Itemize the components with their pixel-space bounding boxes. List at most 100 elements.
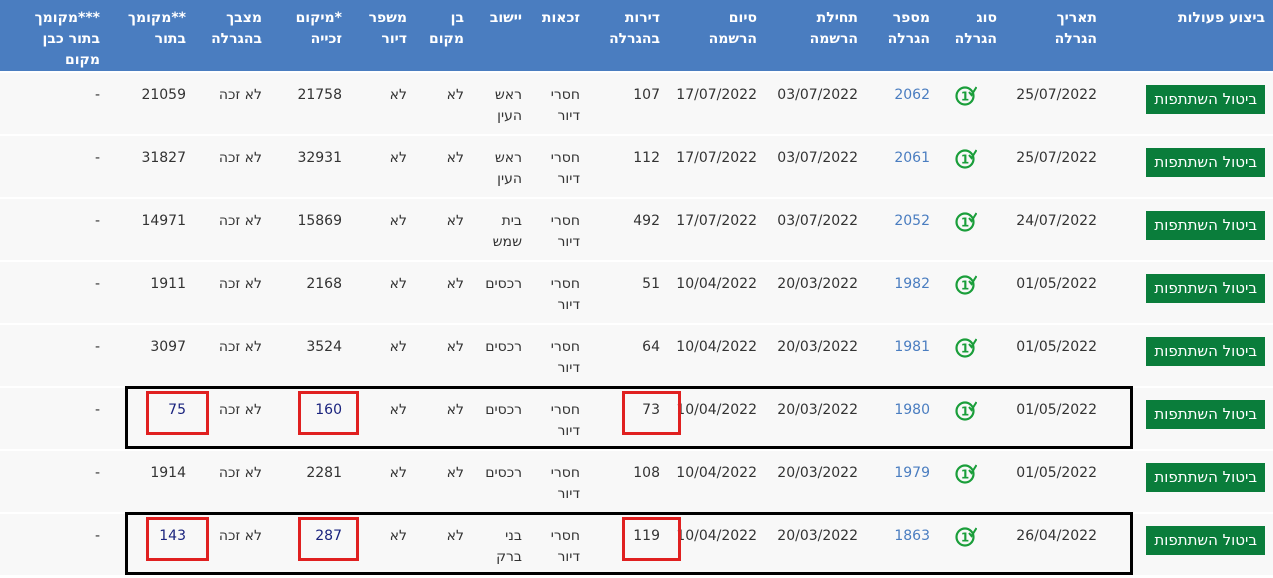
table-row: ביטול השתתפות 25/07/2022 1 2062 03/07/2022 17…	[0, 72, 1273, 136]
cell-upgrader: לא	[350, 450, 415, 514]
header-status: מצבך בהגרלה	[194, 0, 270, 73]
cancel-participation-button[interactable]: ביטול השתתפות	[1146, 274, 1265, 303]
cell-city: בני ברק	[472, 513, 530, 577]
cell-actions: ביטול השתתפות	[1105, 72, 1273, 136]
cell-actions: ביטול השתתפות	[1105, 198, 1273, 262]
cell-city: רכסים	[472, 450, 530, 514]
table-header: ביצוע פעולות תאריך הגרלה סוג הגרלה מספר הגר…	[0, 0, 1273, 73]
cell-city: רכסים	[472, 261, 530, 325]
cell-number[interactable]: 1863	[866, 513, 938, 577]
cell-apartments: 112	[588, 135, 668, 199]
cell-eligibility: חסרי דיור	[530, 72, 588, 136]
cell-number[interactable]: 2052	[866, 198, 938, 262]
cell-city: בית שמש	[472, 198, 530, 262]
cell-type: 1	[938, 513, 1005, 577]
table-row: ביטול השתתפות 01/05/2022 1 1981 20/03/2022 10…	[0, 324, 1273, 388]
cell-status: לא זכה	[194, 72, 270, 136]
svg-text:1: 1	[961, 405, 969, 419]
cell-local: לא	[415, 513, 472, 577]
cell-number[interactable]: 2061	[866, 135, 938, 199]
cell-eligibility: חסרי דיור	[530, 450, 588, 514]
cell-local: לא	[415, 324, 472, 388]
cell-win-position: 32931	[270, 135, 350, 199]
cell-number[interactable]: 1979	[866, 450, 938, 514]
cell-number[interactable]: 1982	[866, 261, 938, 325]
svg-text:1: 1	[961, 153, 969, 167]
cell-actions: ביטול השתתפות	[1105, 513, 1273, 577]
cell-upgrader: לא	[350, 261, 415, 325]
cell-upgrader: לא	[350, 387, 415, 451]
cell-queue-local: -	[0, 261, 108, 325]
cell-win-position: 287	[270, 513, 350, 577]
svg-text:1: 1	[961, 468, 969, 482]
cell-queue-local: -	[0, 387, 108, 451]
cell-queue: 14971	[108, 198, 194, 262]
cell-end: 10/04/2022	[668, 324, 765, 388]
header-end: סיום הרשמה	[668, 0, 765, 73]
cell-eligibility: חסרי דיור	[530, 324, 588, 388]
cell-queue: 3097	[108, 324, 194, 388]
table-row: ביטול השתתפות 24/07/2022 1 2052 03/07/2022 17…	[0, 198, 1273, 262]
cell-start: 20/03/2022	[765, 324, 866, 388]
cell-queue-local: -	[0, 513, 108, 577]
cancel-participation-button[interactable]: ביטול השתתפות	[1146, 526, 1265, 555]
cell-city: ראש העין	[472, 72, 530, 136]
check-circle-1-icon: 1	[955, 337, 978, 366]
cell-eligibility: חסרי דיור	[530, 387, 588, 451]
cell-end: 10/04/2022	[668, 450, 765, 514]
svg-text:1: 1	[961, 216, 969, 230]
cell-actions: ביטול השתתפות	[1105, 324, 1273, 388]
cell-queue: 143	[108, 513, 194, 577]
cancel-participation-button[interactable]: ביטול השתתפות	[1146, 85, 1265, 114]
cell-type: 1	[938, 135, 1005, 199]
cell-local: לא	[415, 450, 472, 514]
cell-number[interactable]: 1981	[866, 324, 938, 388]
cell-queue: 31827	[108, 135, 194, 199]
header-local: בן מקום	[415, 0, 472, 73]
cell-actions: ביטול השתתפות	[1105, 387, 1273, 451]
header-number: מספר הגרלה	[866, 0, 938, 73]
cell-upgrader: לא	[350, 72, 415, 136]
table-row: ביטול השתתפות 26/04/2022 1 1863 20/03/2022 10…	[0, 513, 1273, 577]
cell-win-position: 3524	[270, 324, 350, 388]
cell-upgrader: לא	[350, 135, 415, 199]
cell-city: רכסים	[472, 324, 530, 388]
cell-eligibility: חסרי דיור	[530, 198, 588, 262]
cancel-participation-button[interactable]: ביטול השתתפות	[1146, 400, 1265, 429]
cell-end: 17/07/2022	[668, 72, 765, 136]
cell-start: 03/07/2022	[765, 72, 866, 136]
cell-date: 01/05/2022	[1005, 261, 1105, 325]
cell-status: לא זכה	[194, 513, 270, 577]
header-city: יישוב	[472, 0, 530, 73]
cell-status: לא זכה	[194, 261, 270, 325]
cell-eligibility: חסרי דיור	[530, 513, 588, 577]
cell-win-position: 2168	[270, 261, 350, 325]
cancel-participation-button[interactable]: ביטול השתתפות	[1146, 463, 1265, 492]
cancel-participation-button[interactable]: ביטול השתתפות	[1146, 337, 1265, 366]
cell-apartments: 73	[588, 387, 668, 451]
header-eligibility: זכאות	[530, 0, 588, 73]
header-upgrader: משפר דיור	[350, 0, 415, 73]
cancel-participation-button[interactable]: ביטול השתתפות	[1146, 148, 1265, 177]
header-queue-local: ***מקומך בתור כבן מקום	[0, 0, 108, 73]
check-circle-1-icon: 1	[955, 211, 978, 240]
cell-win-position: 15869	[270, 198, 350, 262]
cell-type: 1	[938, 387, 1005, 451]
svg-text:1: 1	[961, 90, 969, 104]
cell-actions: ביטול השתתפות	[1105, 450, 1273, 514]
cell-type: 1	[938, 72, 1005, 136]
header-type: סוג הגרלה	[938, 0, 1005, 73]
cell-end: 17/07/2022	[668, 198, 765, 262]
cell-apartments: 107	[588, 72, 668, 136]
cell-queue-local: -	[0, 324, 108, 388]
cell-upgrader: לא	[350, 513, 415, 577]
cell-local: לא	[415, 198, 472, 262]
cell-date: 25/07/2022	[1005, 72, 1105, 136]
cell-number[interactable]: 2062	[866, 72, 938, 136]
cell-queue: 21059	[108, 72, 194, 136]
cancel-participation-button[interactable]: ביטול השתתפות	[1146, 211, 1265, 240]
cell-eligibility: חסרי דיור	[530, 261, 588, 325]
svg-text:1: 1	[961, 342, 969, 356]
cell-number[interactable]: 1980	[866, 387, 938, 451]
cell-start: 03/07/2022	[765, 198, 866, 262]
